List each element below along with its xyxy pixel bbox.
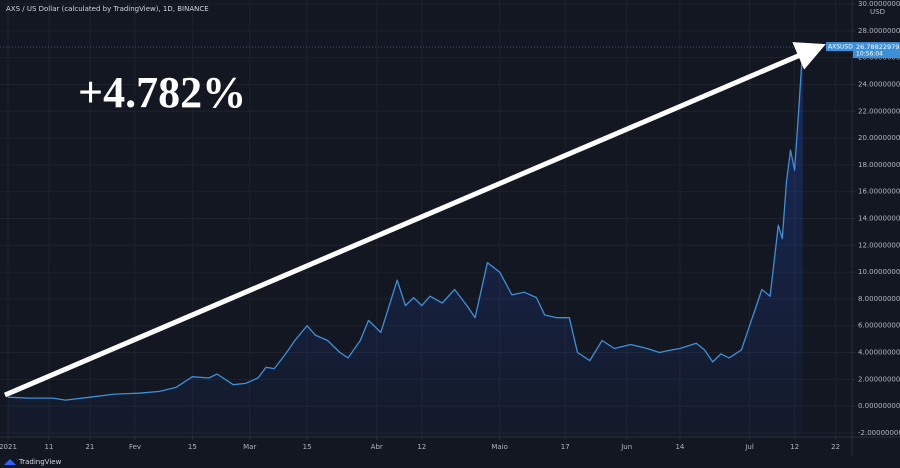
y-tick-label: 16.00000000 bbox=[858, 188, 900, 196]
x-tick-label: Abr bbox=[371, 443, 383, 451]
y-tick-label: 12.00000000 bbox=[858, 241, 900, 249]
y-tick-label: 2.00000000 bbox=[858, 375, 900, 383]
y-tick-label: 30.00000000 bbox=[858, 0, 900, 8]
price-tag bbox=[853, 42, 900, 59]
branding: TradingView bbox=[18, 458, 62, 466]
y-tick-label: 22.00000000 bbox=[858, 107, 900, 115]
chart-title: AXS / US Dollar (calculated by TradingVi… bbox=[6, 5, 209, 13]
y-tick-label: 14.00000000 bbox=[858, 215, 900, 223]
y-tick-label: 8.00000000 bbox=[858, 295, 900, 303]
price-line bbox=[7, 47, 804, 401]
symbol-label: AXSUSD bbox=[828, 44, 853, 51]
y-tick-label: 20.00000000 bbox=[858, 134, 900, 142]
x-tick-label: 14 bbox=[675, 443, 684, 451]
y-tick-label: 0.00000000 bbox=[858, 402, 900, 410]
x-tick-label: Jul bbox=[744, 443, 754, 451]
y-tick-label: 18.00000000 bbox=[858, 161, 900, 169]
grid bbox=[0, 0, 852, 437]
y-tick-label: 28.00000000 bbox=[858, 27, 900, 35]
x-tick-label: 22 bbox=[831, 443, 840, 451]
x-tick-label: Mar bbox=[243, 443, 256, 451]
x-tick-label: 2021 bbox=[0, 443, 17, 451]
price-label: 26.78822979 bbox=[856, 43, 899, 51]
x-tick-label: Jun bbox=[620, 443, 632, 451]
y-tick-label: 4.00000000 bbox=[858, 349, 900, 357]
y-tick-label: 24.00000000 bbox=[858, 80, 900, 88]
plot bbox=[0, 46, 852, 437]
symbol-tag bbox=[826, 42, 853, 52]
x-tick-label: 15 bbox=[188, 443, 197, 451]
x-tick-label: 11 bbox=[45, 443, 54, 451]
annotation-arrow bbox=[4, 42, 826, 398]
x-tick-label: 12 bbox=[790, 443, 799, 451]
footer bbox=[0, 456, 900, 468]
y-tick-label: -2.00000000 bbox=[858, 429, 900, 437]
x-tick-label: 15 bbox=[303, 443, 312, 451]
y-unit: USD bbox=[870, 8, 885, 16]
y-tick-label: 10.00000000 bbox=[858, 268, 900, 276]
annotation: +4.782% bbox=[78, 68, 246, 117]
y-tick-label: 6.00000000 bbox=[858, 322, 900, 330]
x-tick-label: 12 bbox=[417, 443, 426, 451]
x-tick-label: Fev bbox=[129, 443, 141, 451]
x-tick-label: 21 bbox=[85, 443, 94, 451]
logo-icon bbox=[4, 459, 16, 465]
x-tick-label: Maio bbox=[491, 443, 508, 451]
countdown-label: 10:56:04 bbox=[856, 51, 883, 58]
x-tick-label: 17 bbox=[561, 443, 570, 451]
